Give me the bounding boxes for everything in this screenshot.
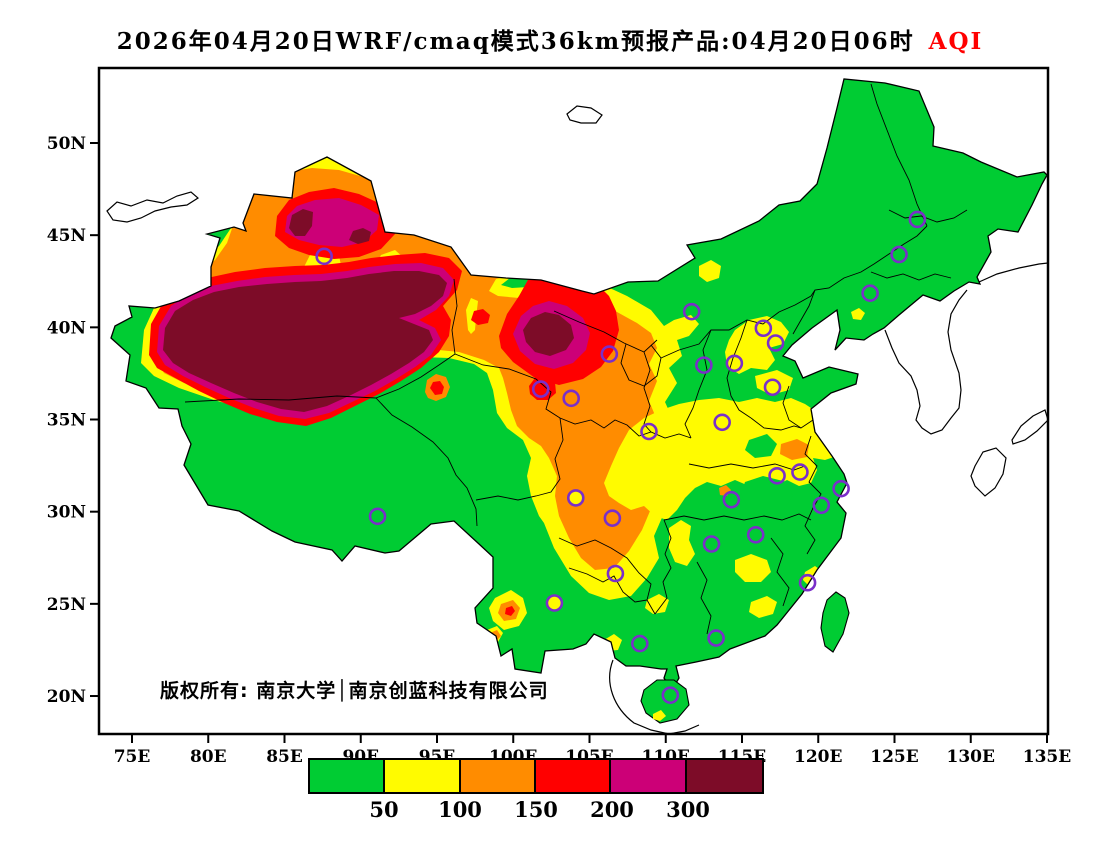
legend-color-box xyxy=(385,760,461,792)
y-axis-tick-label: 25N xyxy=(47,595,86,615)
y-axis-tick-label: 40N xyxy=(47,318,86,338)
station-marker xyxy=(908,210,927,229)
x-axis-tick-label: 120E xyxy=(794,747,842,767)
station-marker xyxy=(631,634,649,653)
x-axis-tick-label: 130E xyxy=(947,747,995,767)
x-axis-tick-label: 75E xyxy=(114,747,151,767)
station-markers xyxy=(315,210,927,705)
y-axis-tick-label: 50N xyxy=(47,134,86,154)
station-marker xyxy=(890,245,908,264)
station-marker xyxy=(566,489,585,507)
station-marker xyxy=(661,686,680,705)
aqi-legend: 50 100 150 200 300 xyxy=(308,758,764,823)
legend-color-box xyxy=(686,760,763,792)
honshu-outline xyxy=(1011,409,1048,445)
x-axis-tick-label: 125E xyxy=(870,747,918,767)
x-axis-tick-label: 80E xyxy=(190,747,227,767)
title-variable-tag: AQI xyxy=(928,28,984,55)
station-marker xyxy=(702,535,721,553)
hainan-yellow-spot xyxy=(653,710,666,721)
russia-coast-outline xyxy=(978,262,1048,283)
y-axis-tick-label: 30N xyxy=(47,503,86,523)
station-marker xyxy=(640,422,658,441)
station-marker xyxy=(791,463,809,481)
axes: 75E 80E 85E 90E 95E 100E 105E 110E 115E 120E 125E 1… xyxy=(47,134,1071,767)
station-marker xyxy=(713,413,731,432)
station-marker xyxy=(695,356,713,374)
page-title: 2026年04月20日WRF/cmaq模式36km预报产品:04月20日06时 A… xyxy=(0,22,1100,56)
legend-color-bar xyxy=(308,758,764,794)
legend-color-box xyxy=(460,760,537,792)
taiwan-island xyxy=(820,591,850,653)
x-axis-tick-label: 85E xyxy=(266,747,303,767)
mongolia-lake-outline xyxy=(566,105,603,124)
station-marker xyxy=(861,284,879,303)
legend-tick-label: 50 xyxy=(369,797,399,822)
station-marker xyxy=(531,380,550,398)
legend-tick-label: 300 xyxy=(666,797,710,822)
legend-tick-labels: 50 100 150 200 300 xyxy=(308,797,764,823)
legend-tick-label: 150 xyxy=(514,797,558,822)
legend-tick-label: 200 xyxy=(590,797,634,822)
station-marker xyxy=(832,479,850,498)
station-marker xyxy=(812,496,831,515)
title-text: 2026年04月20日WRF/cmaq模式36km预报产品:04月20日06时 xyxy=(116,28,915,55)
station-marker xyxy=(682,302,701,321)
station-marker xyxy=(562,389,581,408)
station-marker xyxy=(798,573,817,592)
station-marker xyxy=(315,247,333,266)
station-marker xyxy=(766,334,785,352)
province-borders xyxy=(184,83,968,635)
station-marker xyxy=(603,509,622,527)
station-marker xyxy=(725,354,744,373)
station-marker xyxy=(768,466,786,485)
china-outline xyxy=(110,78,1048,692)
station-marker xyxy=(368,507,387,526)
station-marker xyxy=(606,564,625,583)
station-marker xyxy=(722,490,741,509)
station-marker xyxy=(707,629,725,647)
y-axis-tick-label: 20N xyxy=(47,687,86,707)
vietnam-coast-outline xyxy=(609,659,700,734)
korea-outline xyxy=(884,289,968,435)
kyushu-outline xyxy=(970,447,1007,497)
station-marker xyxy=(754,319,773,338)
station-marker xyxy=(545,594,564,612)
y-axis-tick-label: 45N xyxy=(47,226,86,246)
station-marker xyxy=(600,345,619,363)
copyright-text: 版权所有: 南京大学│南京创蓝科技有限公司 xyxy=(160,680,549,702)
station-marker xyxy=(763,378,782,397)
lake-balkhash-outline xyxy=(106,191,200,223)
legend-tick-label: 100 xyxy=(438,797,482,822)
legend-color-box xyxy=(536,760,612,792)
legend-color-box xyxy=(611,760,687,792)
legend-color-box xyxy=(310,760,386,792)
y-axis-tick-label: 35N xyxy=(47,411,86,431)
x-axis-tick-label: 135E xyxy=(1023,747,1071,767)
station-marker xyxy=(746,525,765,544)
neighbor-outlines xyxy=(106,105,1048,734)
